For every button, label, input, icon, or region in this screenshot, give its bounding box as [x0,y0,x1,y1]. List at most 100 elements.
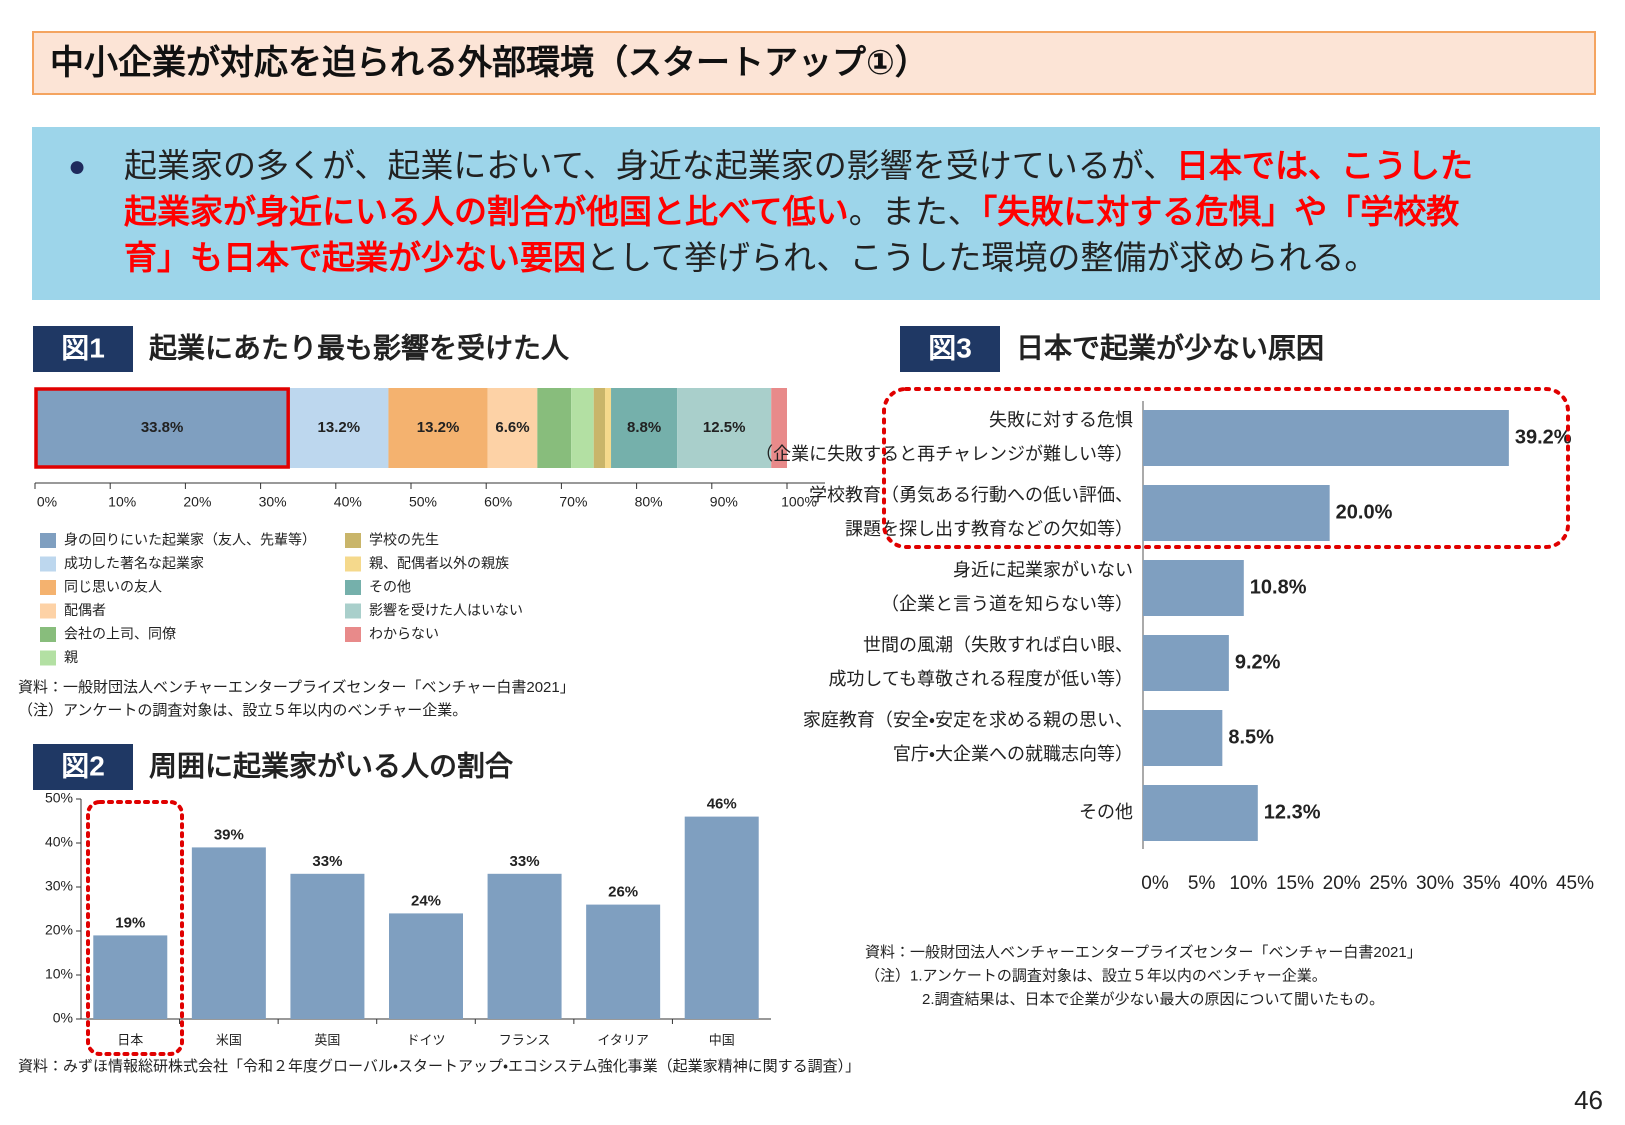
y-tick-label: 50% [45,790,73,806]
source-note: 資料：一般財団法人ベンチャーエンタープライズセンター「ベンチャー白書2021」 [865,944,1422,961]
lead-box: ● 起業家の多くが、起業において、身近な起業家の影響を受けているが、日本では、こう… [32,127,1600,300]
figure-label: 図3 [928,332,972,363]
lead-text: 起業家の多くが、起業において、身近な起業家の影響を受けているが、日本では、こうし… [124,147,1473,276]
bar [1143,785,1258,841]
value-label: 39.2% [1515,426,1572,448]
x-tick-label: 70% [559,494,587,510]
bar [1143,635,1229,691]
y-tick-label: 10% [45,966,73,982]
value-label: 46% [707,796,737,813]
lead-emphasis: 日本では、こうした起業家が身近にいる人の割合が他国と比べて低い [124,147,1474,230]
bar-segment [487,388,538,468]
highlight-box [34,387,290,469]
bar-segment [289,388,389,468]
value-label: 13.2% [417,419,460,436]
y-tick-label: 20% [45,922,73,938]
value-label: 39% [214,826,244,843]
legend-label: 会社の上司、同僚 [64,626,176,642]
page-number: 46 [1574,1085,1603,1115]
bar-segment [605,388,612,468]
value-label: 12.3% [1264,801,1321,823]
value-label: 12.5% [703,419,746,436]
value-label: 33% [510,853,540,870]
legend-swatch [40,627,56,642]
x-tick-label: 45% [1556,873,1594,894]
legend-label: その他 [369,579,411,595]
bullet-dot: ● [68,150,87,183]
charts: 図1 起業にあたり最も影響を受けた人 0% 10% 20% 30% 40% 50% 60% 70%… [18,326,1594,1075]
value-label: 19% [115,914,145,931]
value-label: 8.8% [627,419,661,436]
bar [684,816,759,1019]
y-tick-label: 失敗に対する危惧（企業に失敗すると再チャレンジが難しい等） [755,410,1133,464]
value-label: 9.2% [1235,651,1281,673]
bar [1143,485,1330,541]
legend-swatch [40,603,56,619]
x-tick-label: 5% [1188,873,1216,894]
bar [487,873,562,1019]
figure-label: 図2 [61,750,105,781]
legend-swatch [40,556,56,572]
bar-segment [593,388,606,468]
x-tick-label: 20% [183,494,211,510]
x-tick-label: 中国 [709,1032,735,1047]
figure-title: 起業にあたり最も影響を受けた人 [149,332,570,363]
bar-segment [388,388,488,468]
y-tick-label: 身近に起業家がいない（企業と言う道を知らない等） [881,560,1133,614]
x-tick-label: 80% [635,494,663,510]
x-tick-label: 100% [781,494,817,510]
x-tick-label: 15% [1276,873,1314,894]
bar [290,873,365,1019]
x-tick-label: 0% [1141,873,1169,894]
y-tick-label: 学校教育（勇気ある行動への低い評価、課題を探し出す教育などの欠如等） [809,485,1133,539]
source-note: 2.調査結果は、日本で企業が少ない最大の原因について聞いたもの。 [922,991,1384,1008]
value-label: 33.8% [141,419,184,436]
y-tick-label: その他 [1079,802,1133,822]
x-tick-label: 25% [1369,873,1407,894]
legend-label: 同じ思いの友人 [64,579,162,595]
source-note: 資料：一般財団法人ベンチャーエンタープライズセンター「ベンチャー白書2021」 [18,679,575,696]
legend-swatch [345,556,361,572]
legend-label: 配偶者 [64,602,106,618]
y-tick-label: 家庭教育（安全・安定を求める親の思い、官庁・大企業への就職志向等） [803,710,1133,764]
legend-swatch [40,650,56,666]
bar-segment [771,388,787,468]
y-tick-label: 30% [45,878,73,894]
x-tick-label: 0% [37,494,57,510]
bar [1143,560,1244,616]
highlight-box [882,387,1570,549]
bar [1143,710,1223,766]
figure-title: 周囲に起業家がいる人の割合 [149,749,514,781]
y-tick-label: 世間の風潮（失敗すれば白い眼、成功しても尊敬される程度が低い等） [828,635,1133,689]
legend-label: 影響を受けた人はいない [369,602,523,618]
y-tick-label: 40% [45,834,73,850]
x-tick-label: イタリア [597,1032,648,1047]
bar-segment [611,388,678,468]
bar [191,847,266,1019]
y-tick-label: 0% [53,1010,73,1026]
x-tick-label: 英国 [314,1032,340,1047]
lead-segment: 。また、 [848,193,981,230]
value-label: 10.8% [1250,576,1307,598]
legend-label: 親、配偶者以外の親族 [369,555,509,571]
x-tick-label: 40% [334,494,362,510]
figure-label-box [900,326,1000,372]
x-tick-label: 20% [1323,873,1361,894]
x-tick-label: ドイツ [406,1032,445,1047]
bar-segment [537,388,572,468]
x-tick-label: 40% [1509,873,1547,894]
bar-segment [677,388,772,468]
legend-swatch [40,580,56,595]
x-tick-label: 日本 [117,1032,143,1047]
value-label: 6.6% [495,419,529,436]
x-tick-label: 50% [409,494,437,510]
x-tick-label: 10% [108,494,136,510]
lead-segment: として挙げられ、こうした環境の整備が求められる。 [586,239,1378,276]
x-tick-label: 35% [1463,873,1501,894]
value-label: 8.5% [1228,726,1274,748]
legend-swatch [345,627,361,642]
value-label: 33% [312,853,342,870]
bar [389,913,463,1019]
lead-emphasis: 「失敗に対する危惧」や「学校教育」も日本で起業が少ない要因 [124,193,1460,276]
